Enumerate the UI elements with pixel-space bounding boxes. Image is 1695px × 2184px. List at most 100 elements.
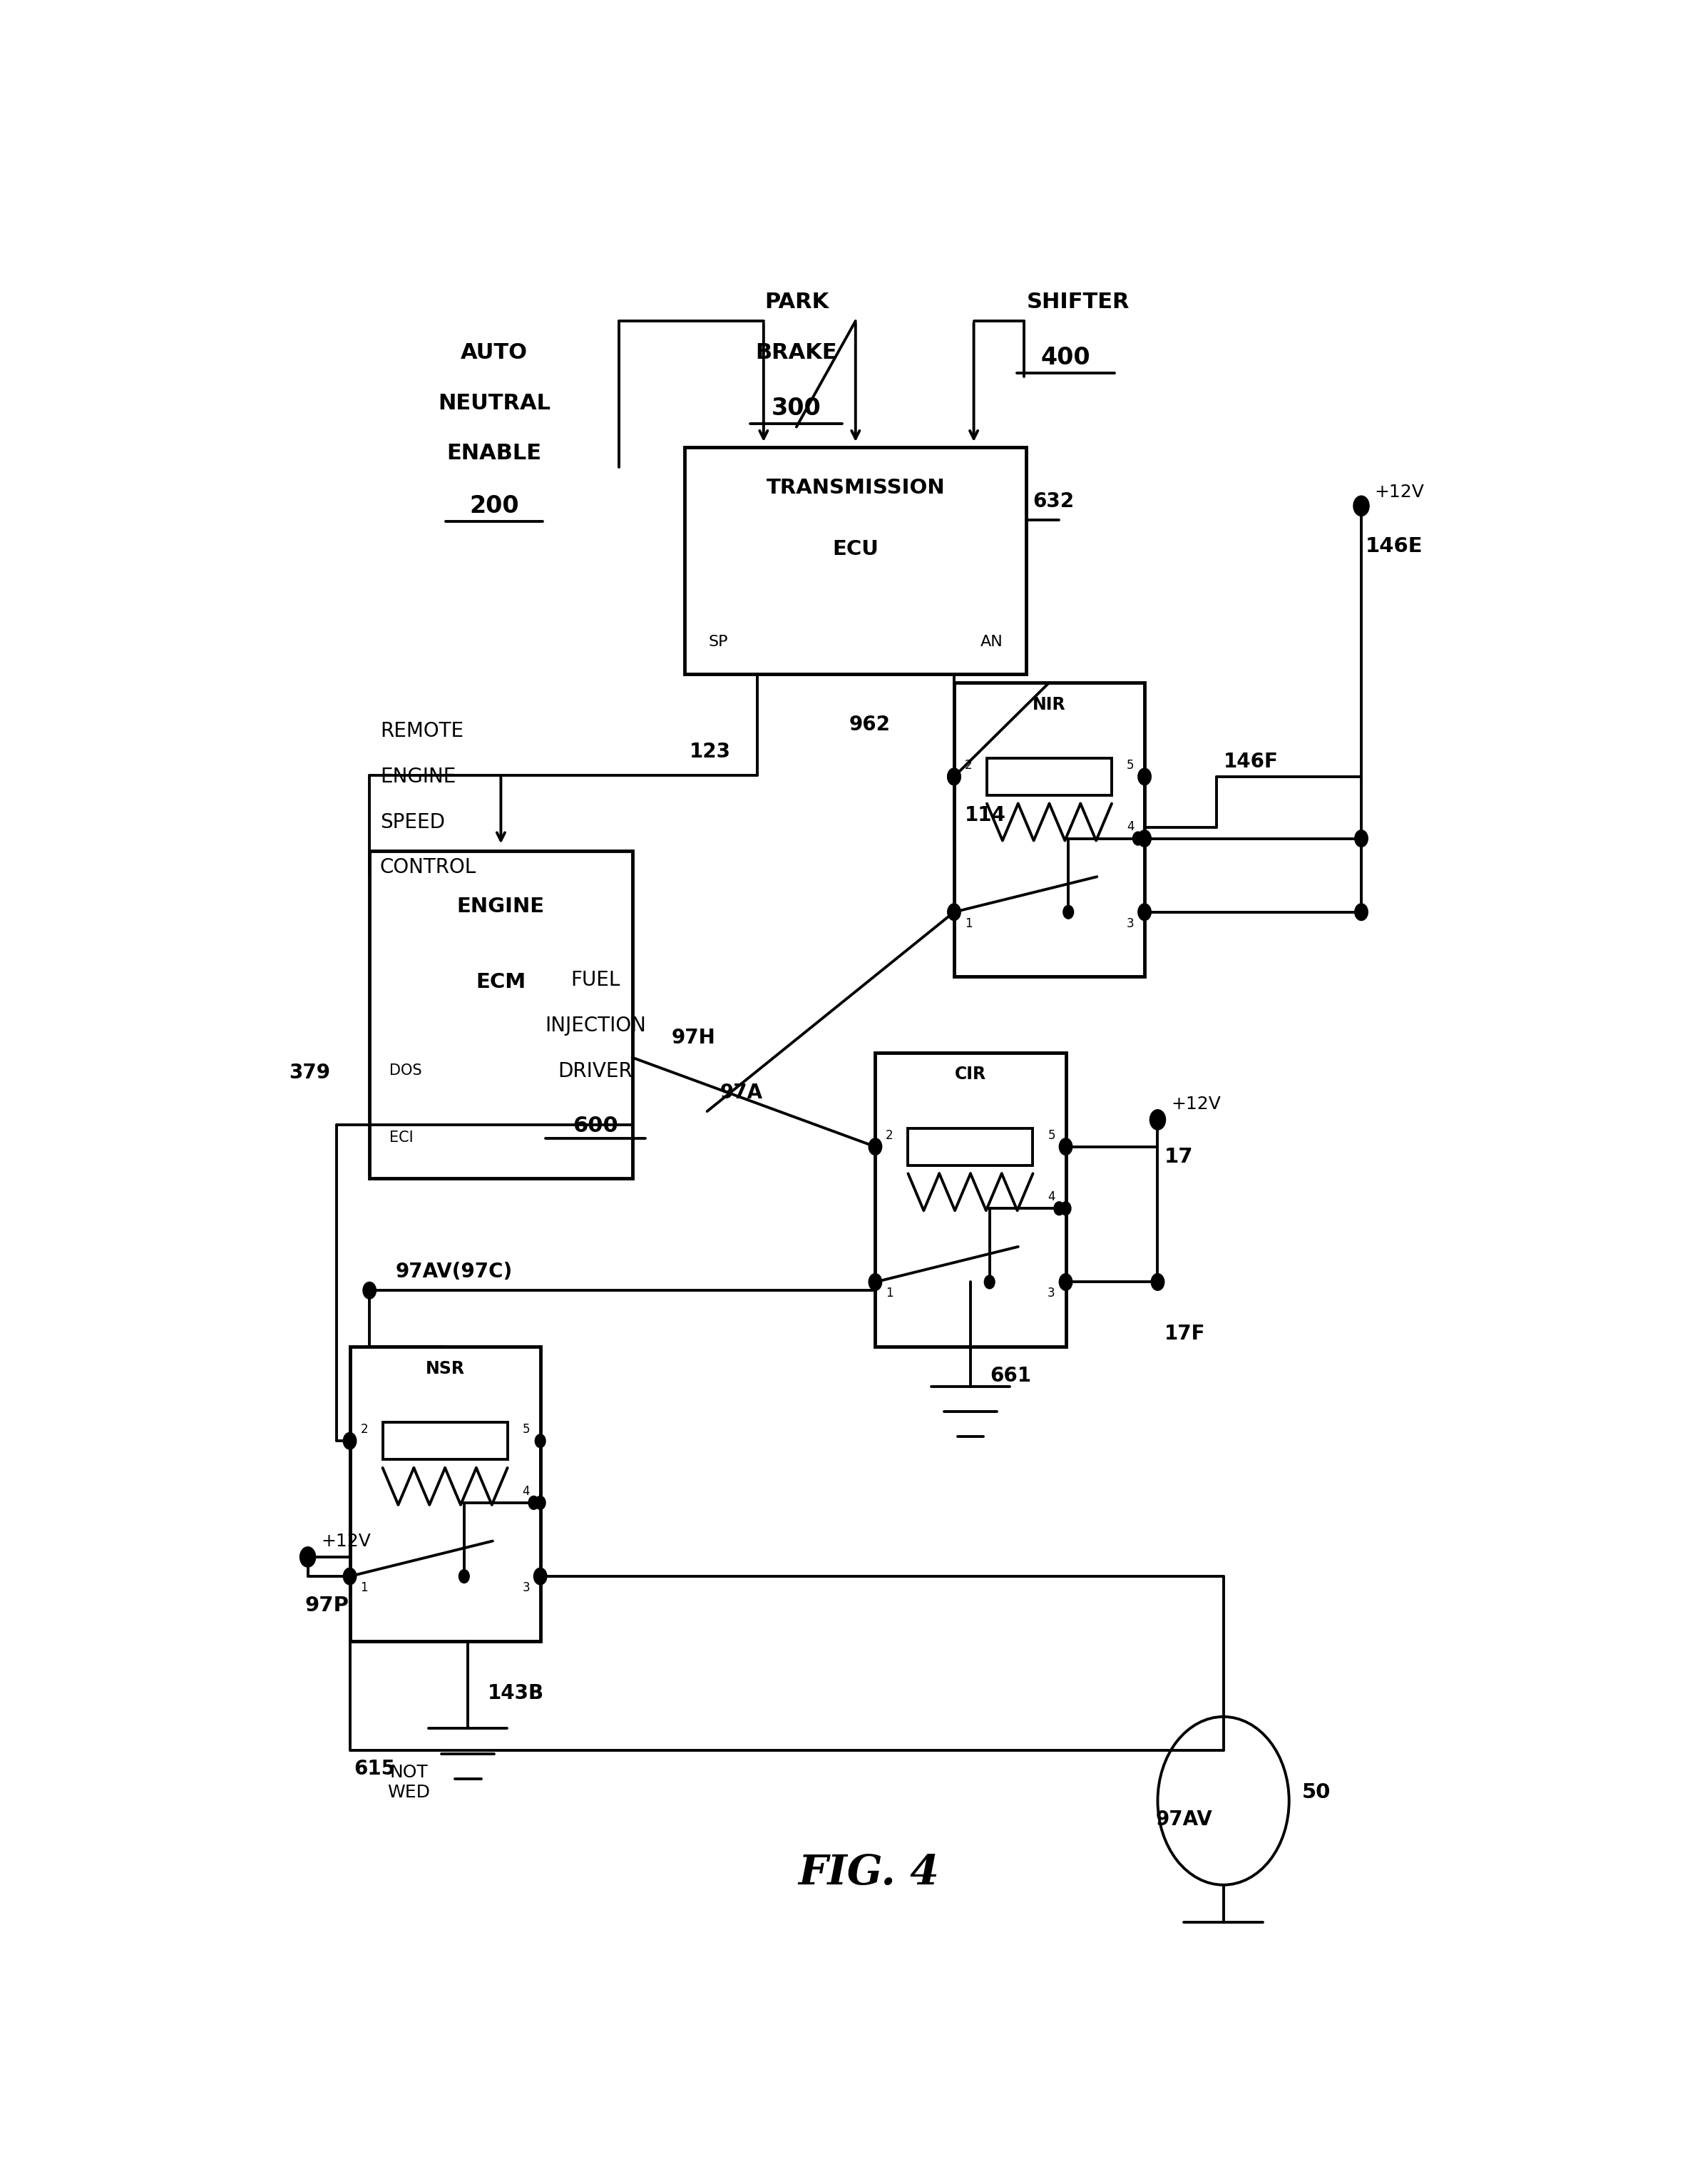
Text: 615: 615: [354, 1758, 395, 1778]
Text: 146F: 146F: [1224, 751, 1278, 771]
Circle shape: [1059, 1273, 1073, 1291]
Text: SHIFTER: SHIFTER: [1027, 293, 1129, 312]
Text: DRIVER: DRIVER: [558, 1061, 632, 1081]
Text: BRAKE: BRAKE: [756, 343, 837, 363]
Text: FUEL: FUEL: [571, 970, 620, 989]
Circle shape: [529, 1496, 539, 1509]
Circle shape: [948, 769, 961, 784]
Text: 200: 200: [470, 494, 519, 518]
Circle shape: [870, 1138, 881, 1155]
Bar: [986, 758, 1112, 795]
Circle shape: [1139, 771, 1149, 784]
Bar: [685, 448, 1027, 675]
Text: 2: 2: [964, 758, 973, 771]
Bar: [383, 1422, 507, 1459]
Text: PARK: PARK: [764, 293, 829, 312]
Text: 632: 632: [1032, 491, 1075, 511]
Text: SP: SP: [709, 636, 729, 649]
Bar: [349, 1348, 541, 1640]
Text: REMOTE: REMOTE: [380, 721, 463, 740]
Circle shape: [985, 1275, 995, 1289]
Circle shape: [1059, 1138, 1073, 1155]
Text: 50: 50: [1302, 1782, 1331, 1802]
Circle shape: [1054, 1201, 1064, 1214]
Circle shape: [1354, 904, 1368, 919]
Text: +12V: +12V: [1171, 1096, 1220, 1114]
Circle shape: [534, 1568, 547, 1586]
Circle shape: [1061, 1201, 1071, 1214]
Circle shape: [1061, 1275, 1071, 1289]
Text: 400: 400: [1041, 347, 1090, 369]
Circle shape: [344, 1570, 354, 1583]
Bar: [909, 1129, 1032, 1164]
Circle shape: [949, 771, 959, 784]
Text: ECI: ECI: [390, 1131, 414, 1144]
Circle shape: [363, 1282, 376, 1299]
Text: 97A: 97A: [720, 1083, 763, 1103]
Text: 2: 2: [886, 1129, 893, 1142]
Circle shape: [1132, 832, 1142, 845]
Circle shape: [1061, 1140, 1071, 1153]
Text: 4: 4: [1127, 821, 1134, 834]
Text: 3: 3: [1127, 917, 1134, 930]
Text: 661: 661: [990, 1367, 1032, 1387]
Circle shape: [870, 1275, 880, 1289]
Circle shape: [1137, 904, 1151, 919]
Text: ENABLE: ENABLE: [447, 443, 542, 463]
Text: 146E: 146E: [1364, 537, 1422, 557]
Circle shape: [342, 1568, 356, 1586]
Text: AN: AN: [980, 636, 1003, 649]
Text: ECM: ECM: [476, 972, 525, 992]
Text: +12V: +12V: [1375, 485, 1424, 500]
Circle shape: [1354, 830, 1368, 847]
Text: 379: 379: [288, 1064, 331, 1083]
Text: 4: 4: [1048, 1190, 1056, 1203]
Text: 2: 2: [361, 1424, 368, 1435]
Text: CONTROL: CONTROL: [380, 858, 476, 878]
Text: CIR: CIR: [954, 1066, 986, 1083]
Text: 97AV(97C): 97AV(97C): [397, 1262, 514, 1282]
Text: NEUTRAL: NEUTRAL: [437, 393, 551, 413]
Text: 1: 1: [886, 1286, 893, 1299]
Text: DOS: DOS: [390, 1064, 422, 1077]
Text: 114: 114: [964, 806, 1005, 826]
Text: NSR: NSR: [425, 1361, 464, 1378]
Text: TRANSMISSION: TRANSMISSION: [766, 478, 944, 498]
Circle shape: [459, 1570, 470, 1583]
Circle shape: [1137, 769, 1151, 784]
Text: 3: 3: [1048, 1286, 1056, 1299]
Text: 4: 4: [522, 1485, 531, 1498]
Circle shape: [536, 1570, 546, 1583]
Circle shape: [342, 1433, 356, 1450]
Text: NOT
WED: NOT WED: [388, 1765, 431, 1802]
Text: 5: 5: [522, 1424, 531, 1435]
Text: 97AV: 97AV: [1156, 1808, 1212, 1830]
Text: ENGINE: ENGINE: [380, 767, 456, 786]
Circle shape: [870, 1273, 881, 1291]
Text: 1: 1: [361, 1581, 368, 1594]
Text: 143B: 143B: [488, 1684, 544, 1704]
Text: AUTO: AUTO: [461, 343, 527, 363]
Circle shape: [300, 1546, 315, 1568]
Text: 3: 3: [522, 1581, 531, 1594]
Circle shape: [1137, 830, 1151, 847]
Text: 97P: 97P: [305, 1597, 349, 1616]
Text: ENGINE: ENGINE: [458, 895, 544, 917]
Circle shape: [870, 1140, 880, 1153]
Circle shape: [1063, 906, 1073, 919]
Bar: [875, 1053, 1066, 1348]
Text: 123: 123: [690, 743, 731, 762]
Circle shape: [1151, 1273, 1164, 1291]
Text: FIG. 4: FIG. 4: [798, 1852, 939, 1894]
Circle shape: [948, 769, 961, 784]
Text: 5: 5: [1127, 758, 1134, 771]
Circle shape: [536, 1496, 546, 1509]
Bar: [954, 684, 1144, 976]
Text: 5: 5: [1048, 1129, 1056, 1142]
Text: SPEED: SPEED: [380, 812, 444, 832]
Circle shape: [1149, 1109, 1166, 1129]
Text: 97H: 97H: [671, 1026, 715, 1048]
Text: 600: 600: [573, 1116, 619, 1136]
Circle shape: [1139, 832, 1149, 845]
Text: 1: 1: [964, 917, 973, 930]
